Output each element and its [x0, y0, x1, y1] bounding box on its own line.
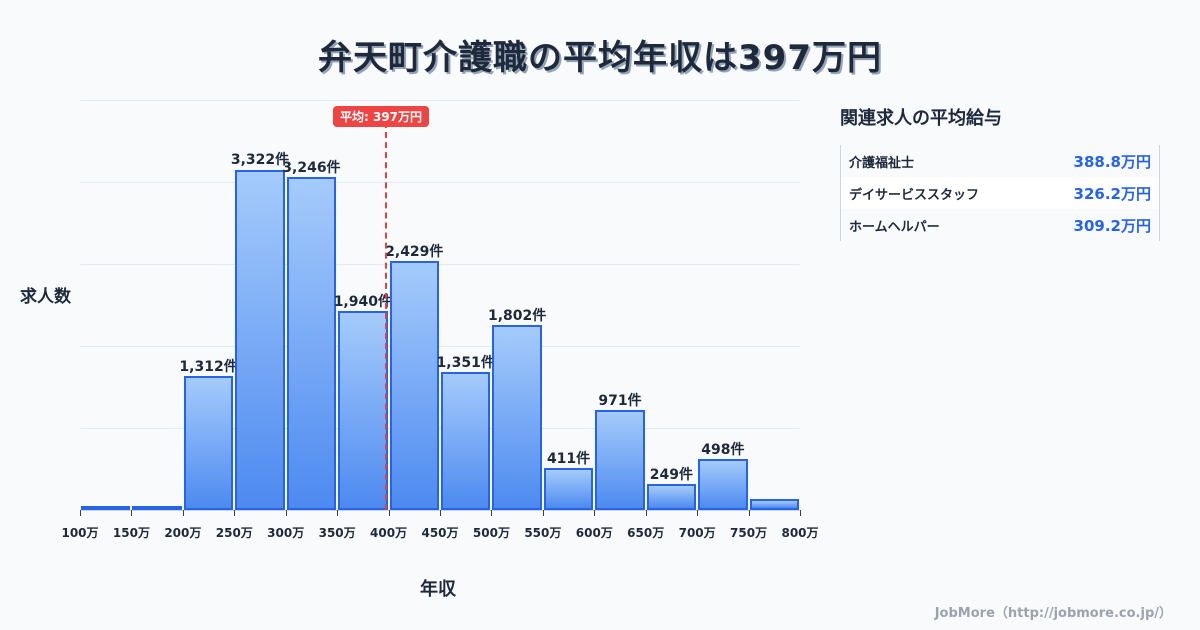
x-tick — [131, 510, 133, 516]
average-line — [385, 122, 387, 510]
histogram-bar — [646, 484, 697, 510]
x-tick — [337, 510, 339, 516]
bar-value-label: 1,312件 — [179, 358, 238, 375]
footer-credit: JobMore（http://jobmore.co.jp/） — [934, 606, 1172, 621]
page-title: 弁天町介護職の平均年収は397万円 — [318, 38, 882, 78]
x-tick-label: 600万 — [575, 526, 613, 540]
job-salary: 388.8万円 — [1073, 152, 1151, 171]
x-tick-label: 150万 — [112, 526, 150, 540]
job-name: ホームヘルパー — [849, 219, 940, 235]
bar-value-label: 3,246件 — [282, 160, 341, 177]
histogram-bar — [492, 325, 542, 510]
x-tick-label: 700万 — [678, 526, 716, 540]
x-tick-label: 350万 — [318, 526, 356, 540]
related-job-row: デイサービススタッフ 326.2万円 — [841, 177, 1159, 209]
bar-value-label: 411件 — [546, 450, 591, 467]
bar-value-label: 498件 — [701, 441, 745, 458]
bar-value-label: 2,429件 — [385, 244, 444, 261]
bar-value-label: 3,322件 — [230, 152, 290, 169]
x-tick — [697, 510, 699, 516]
bar-value-label: 1,802件 — [487, 308, 547, 325]
y-axis-label: 求人数 — [20, 287, 71, 307]
histogram-bar — [595, 410, 645, 510]
x-tick — [388, 510, 390, 516]
job-salary: 326.2万円 — [1073, 184, 1151, 203]
histogram-bar — [286, 177, 337, 510]
bar-value-label: 249件 — [649, 467, 694, 484]
gridline — [80, 182, 800, 183]
x-tick-label: 300万 — [267, 526, 305, 540]
x-tick-label: 650万 — [627, 526, 665, 540]
histogram-bar — [749, 498, 799, 510]
job-name: デイサービススタッフ — [849, 187, 980, 203]
x-tick-label: 200万 — [164, 526, 202, 540]
related-jobs-panel: 介護福祉士 388.8万円 デイサービススタッフ 326.2万円 ホームヘルパー… — [840, 145, 1160, 241]
histogram-bar — [338, 311, 388, 510]
x-tick-label: 550万 — [524, 526, 562, 540]
histogram-bar — [698, 458, 748, 510]
x-tick — [80, 510, 81, 516]
x-tick — [542, 510, 544, 516]
x-tick — [234, 510, 236, 516]
histogram-chart: 1,312件 3,322件 3,246件 1,940件 2,429件 1,351件 1,80… — [80, 100, 800, 511]
gridline — [80, 100, 800, 101]
x-tick-label: 800万 — [781, 526, 819, 540]
job-salary: 309.2万円 — [1073, 216, 1151, 235]
x-tick — [440, 510, 441, 516]
histogram-bar — [81, 506, 131, 510]
x-tick — [491, 510, 493, 516]
gridline — [80, 264, 800, 265]
bar-value-label: 971件 — [598, 393, 642, 410]
x-axis-label: 年収 — [420, 579, 456, 600]
histogram-bar — [389, 261, 439, 510]
related-jobs-title: 関連求人の平均給与 — [840, 108, 1002, 129]
x-tick — [748, 510, 750, 516]
x-tick — [594, 510, 596, 516]
x-tick-label: 450万 — [421, 526, 459, 540]
average-badge: 平均: 397万円 — [333, 106, 430, 127]
histogram-bar — [441, 371, 491, 510]
bar-value-label: 1,940件 — [333, 294, 392, 311]
gridline — [80, 346, 800, 347]
job-name: 介護福祉士 — [849, 155, 915, 171]
x-tick — [285, 510, 287, 516]
histogram-bar — [132, 506, 182, 510]
x-tick-label: 400万 — [370, 526, 408, 540]
histogram-bar — [235, 169, 285, 510]
related-job-row: ホームヘルパー 309.2万円 — [841, 209, 1159, 241]
related-job-row: 介護福祉士 388.8万円 — [841, 145, 1159, 177]
x-tick-label: 250万 — [215, 526, 253, 540]
gridline — [80, 428, 800, 429]
histogram-bar — [183, 375, 234, 510]
bar-value-label: 1,351件 — [436, 354, 495, 371]
x-tick-label: 750万 — [730, 526, 768, 540]
x-tick-label: 100万 — [61, 526, 99, 540]
histogram-bar — [543, 467, 594, 510]
x-tick — [182, 510, 184, 516]
x-tick-label: 500万 — [472, 526, 510, 540]
x-tick — [800, 510, 801, 516]
x-tick — [645, 510, 647, 516]
